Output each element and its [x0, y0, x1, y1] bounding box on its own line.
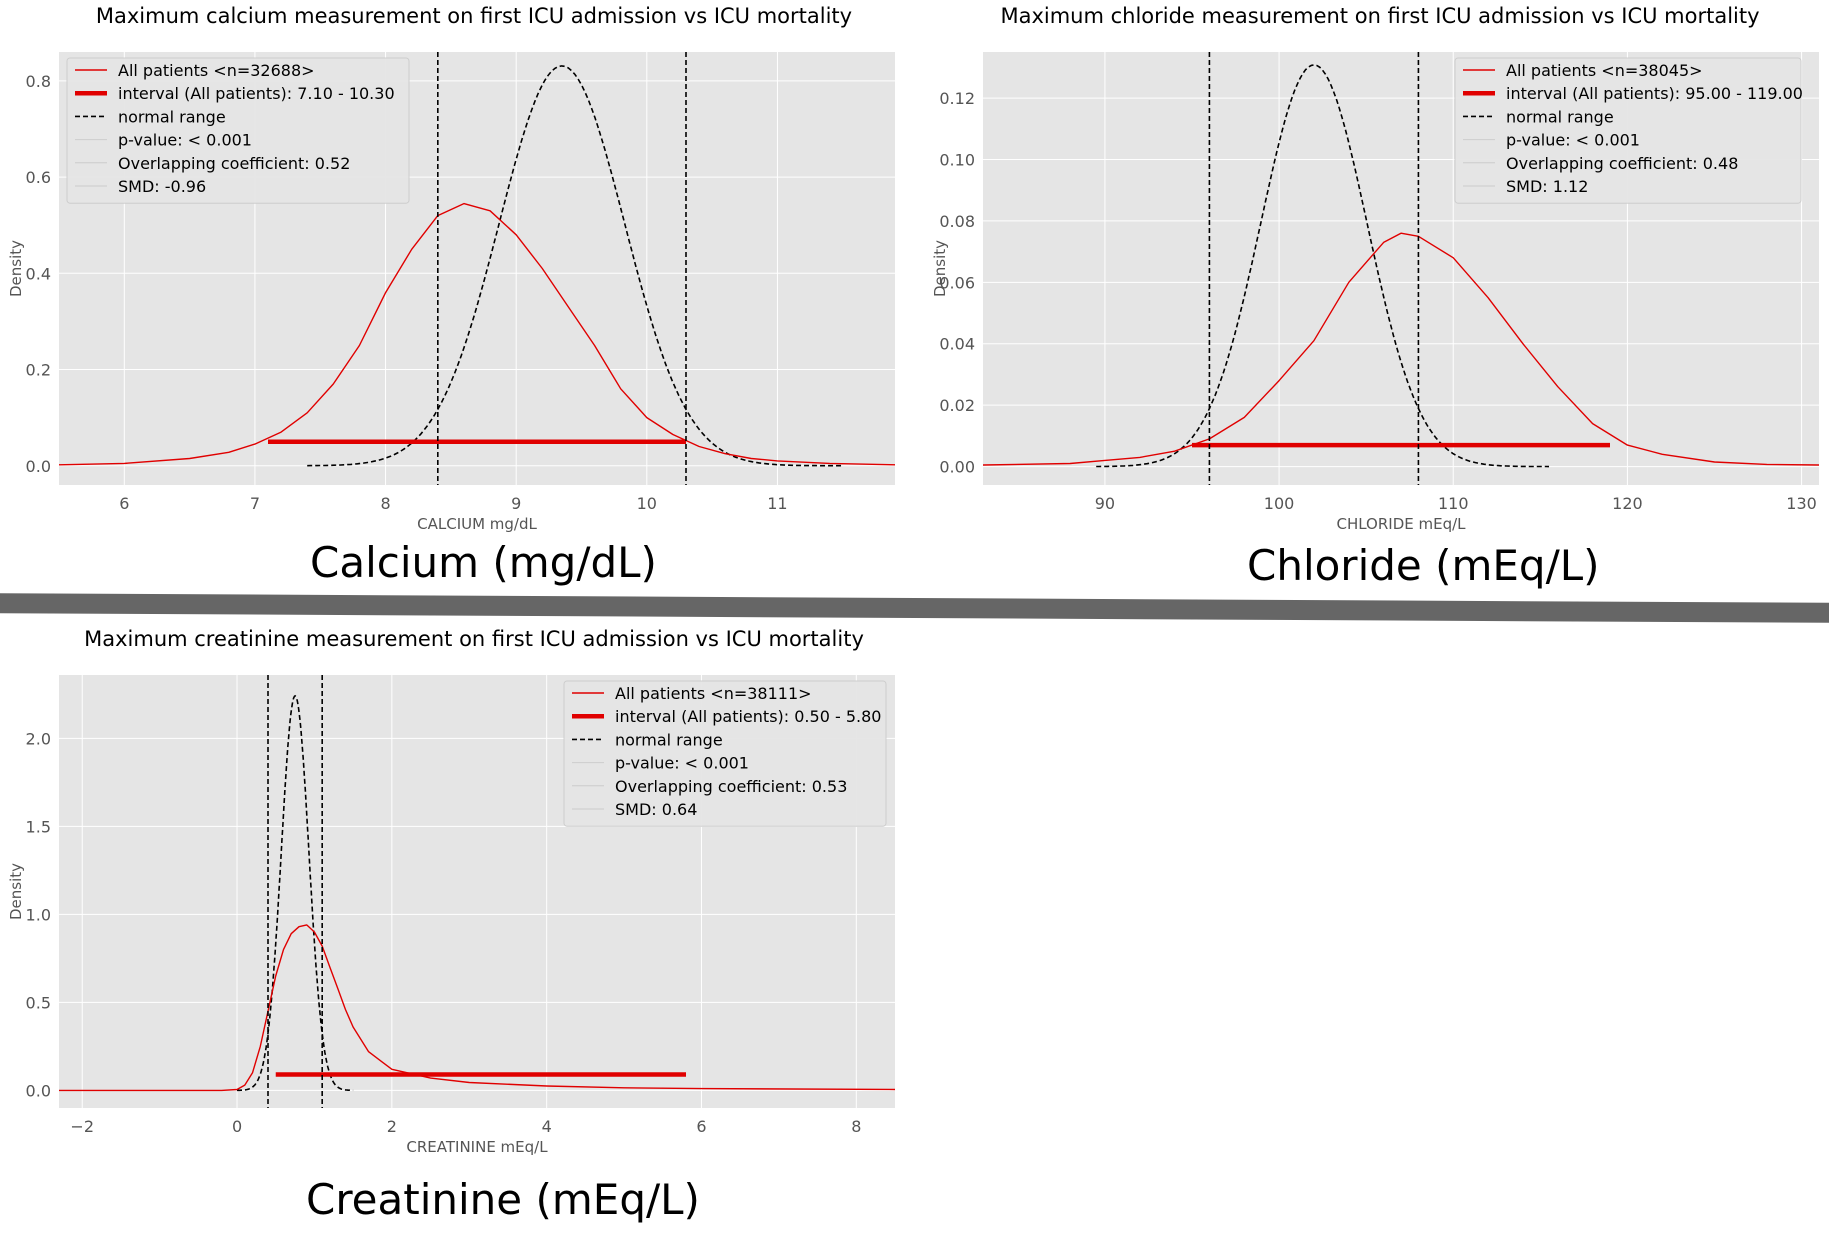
- x-tick-label: 9: [511, 494, 521, 513]
- y-axis-label: Density: [7, 240, 25, 297]
- chart-panel-0: 6 7 8 9 10 11 0.0 0.2 0.4 0.6 0.8 CALCIUM mg/dL Dens…: [7, 4, 895, 533]
- legend-entry: interval (All patients): 95.00 - 119.00: [1506, 84, 1803, 103]
- legend: All patients <n=38045> interval (All pati…: [1454, 57, 1803, 204]
- plot-content: [983, 52, 1819, 485]
- x-tick-label: 10: [637, 494, 657, 513]
- y-tick-label: 0.10: [939, 150, 975, 169]
- y-tick-label: 0.08: [939, 212, 975, 231]
- legend-box: [563, 680, 887, 827]
- legend-box: [1454, 57, 1802, 204]
- legend-entry: normal range: [118, 107, 226, 126]
- y-axis-label: Density: [7, 863, 25, 920]
- x-axis-label: CREATININE mEq/L: [406, 1138, 548, 1156]
- legend-entry: All patients <n=38045>: [1506, 61, 1703, 80]
- creatinine-caption: Creatinine (mEq/L): [306, 1175, 700, 1224]
- legend-box: [66, 57, 410, 204]
- x-tick-label: −2: [70, 1117, 94, 1136]
- x-tick-label: 110: [1438, 494, 1469, 513]
- chart-title: Maximum chloride measurement on first IC…: [1000, 4, 1759, 28]
- plot-content: [59, 675, 895, 1108]
- x-axis-label: CALCIUM mg/dL: [417, 515, 537, 533]
- legend-entry: SMD: 1.12: [1506, 177, 1588, 196]
- legend-entry: p-value: < 0.001: [615, 754, 749, 773]
- x-axis-label: CHLORIDE mEq/L: [1336, 515, 1466, 533]
- legend-entry: p-value: < 0.001: [118, 131, 252, 150]
- legend-entry: All patients <n=38111>: [615, 684, 812, 703]
- legend-entry: interval (All patients): 7.10 - 10.30: [118, 84, 395, 103]
- x-tick-label: 100: [1264, 494, 1295, 513]
- x-tick-label: 7: [250, 494, 260, 513]
- normal-distribution-curve: [237, 694, 354, 1092]
- legend: All patients <n=32688> interval (All pati…: [66, 57, 410, 204]
- calcium-caption: Calcium (mg/dL): [310, 538, 657, 587]
- x-tick-label: 130: [1786, 494, 1817, 513]
- normal-distribution-curve: [1096, 64, 1550, 468]
- x-tick-label: 11: [767, 494, 787, 513]
- y-tick-label: 1.5: [26, 817, 51, 836]
- y-tick-label: 0.0: [26, 457, 51, 476]
- chart-panel-2: −2 0 2 4 6 8 0.0 0.5 1.0 1.5 2.0 CREATININE mEq/L De…: [7, 627, 895, 1156]
- legend-entry: normal range: [615, 730, 723, 749]
- legend-entry: Overlapping coefficient: 0.52: [118, 154, 350, 173]
- x-tick-label: 8: [851, 1117, 861, 1136]
- legend-entry: normal range: [1506, 107, 1614, 126]
- legend: All patients <n=38111> interval (All pati…: [563, 680, 887, 827]
- x-tick-label: 2: [387, 1117, 397, 1136]
- legend-entry: interval (All patients): 0.50 - 5.80: [615, 707, 881, 726]
- y-tick-label: 0.6: [26, 168, 51, 187]
- y-tick-label: 0.5: [26, 993, 51, 1012]
- y-tick-label: 1.0: [26, 905, 51, 924]
- chloride-caption: Chloride (mEq/L): [1247, 541, 1600, 590]
- legend-entry: SMD: 0.64: [615, 800, 697, 819]
- x-tick-label: 6: [696, 1117, 706, 1136]
- y-tick-label: 0.00: [939, 458, 975, 477]
- chart-panel-1: 90 100 110 120 130 0.00 0.02 0.04 0.06 0.08 0.10 0.…: [931, 4, 1819, 533]
- x-tick-label: 4: [542, 1117, 552, 1136]
- x-tick-label: 120: [1612, 494, 1643, 513]
- y-tick-label: 0.04: [939, 335, 975, 354]
- density-curve-all-patients: [59, 202, 895, 466]
- x-tick-label: 90: [1095, 494, 1115, 513]
- legend-entry: Overlapping coefficient: 0.48: [1506, 154, 1738, 173]
- legend-entry: Overlapping coefficient: 0.53: [615, 777, 847, 796]
- legend-entry: SMD: -0.96: [118, 177, 206, 196]
- y-tick-label: 2.0: [26, 729, 51, 748]
- y-tick-label: 0.2: [26, 361, 51, 380]
- normal-distribution-curve: [307, 65, 843, 467]
- y-tick-label: 0.06: [939, 273, 975, 292]
- density-curve-all-patients: [59, 924, 895, 1092]
- y-tick-label: 0.02: [939, 396, 975, 415]
- y-tick-label: 0.0: [26, 1081, 51, 1100]
- plot-content: [59, 52, 895, 485]
- chart-title: Maximum calcium measurement on first ICU…: [96, 4, 852, 28]
- legend-entry: p-value: < 0.001: [1506, 131, 1640, 150]
- y-tick-label: 0.4: [26, 264, 51, 283]
- density-curve-all-patients: [983, 232, 1819, 466]
- y-tick-label: 0.8: [26, 72, 51, 91]
- x-tick-label: 6: [119, 494, 129, 513]
- x-tick-label: 0: [232, 1117, 242, 1136]
- chart-title: Maximum creatinine measurement on first …: [84, 627, 864, 651]
- x-tick-label: 8: [380, 494, 390, 513]
- legend-entry: All patients <n=32688>: [118, 61, 315, 80]
- y-axis-label: Density: [931, 240, 949, 297]
- y-tick-label: 0.12: [939, 89, 975, 108]
